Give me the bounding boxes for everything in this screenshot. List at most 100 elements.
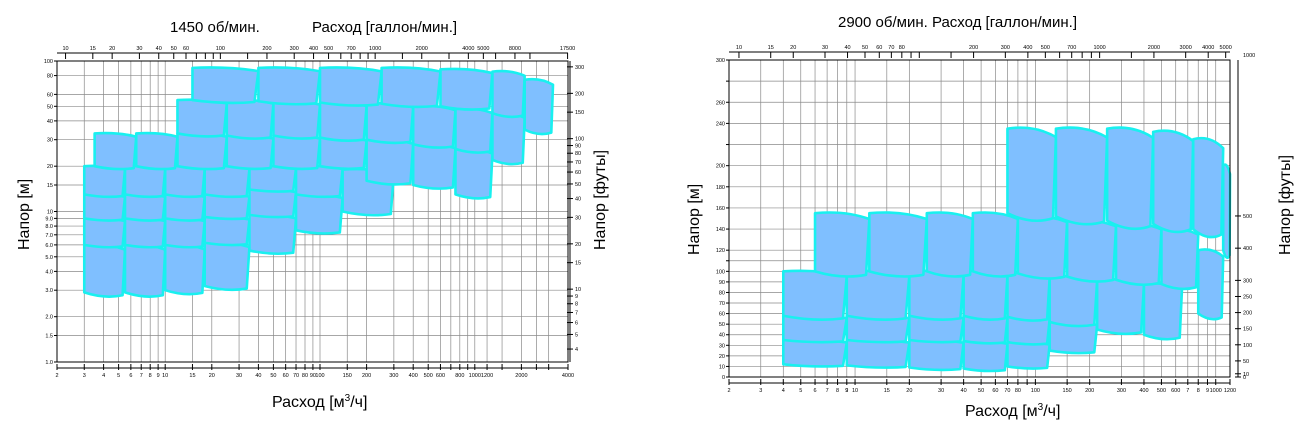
c0-toptick-label-3: 30 (136, 46, 142, 52)
c0-xtick-label-16: 80 (302, 373, 308, 379)
c1-xtick-label-6: 8 (836, 388, 839, 394)
c0-ytick-label-15: 50 (47, 104, 53, 110)
c1-xtick-label-12: 40 (961, 388, 967, 394)
c0-rtick-label-8: 20 (575, 242, 581, 248)
chart-2900-title: 2900 об/мин. Расход [галлон/мин.] (838, 14, 1077, 31)
c0-xtick-label-5: 7 (140, 373, 143, 379)
c1-rtick-label-5: 200 (1243, 311, 1252, 317)
c0-ytick-label-11: 15 (47, 183, 53, 189)
c1-rtick-label-2: 50 (1243, 359, 1249, 365)
c0-xtick-label-29: 4000 (562, 373, 574, 379)
c1-tile-19 (813, 211, 871, 278)
c0-rtick-label-2: 6 (575, 321, 578, 327)
c0-tile-40 (257, 66, 322, 106)
c0-tile-35 (365, 101, 415, 145)
c0-toptick-label-2: 20 (109, 46, 115, 52)
c1-toptick-label-17: 4000 (1202, 45, 1214, 51)
c1-xtick-label-13: 50 (978, 388, 984, 394)
chart-1450-xlabel-tail: /ч] (350, 394, 367, 411)
c1-xtick-label-27: 9 (1206, 388, 1209, 394)
c1-toptick-label-8: 80 (899, 45, 905, 51)
c0-rtick-label-6: 10 (575, 287, 581, 293)
c1-tile-25 (1114, 221, 1163, 287)
c0-ytick-label-14: 40 (47, 119, 53, 125)
c0-tile-27 (318, 135, 368, 171)
c0-toptick-label-15: 4000 (462, 46, 474, 52)
c1-tile-29 (1054, 126, 1109, 226)
c1-ytick-label-8: 80 (719, 290, 725, 296)
c0-xtick-label-12: 40 (255, 373, 261, 379)
chart-2900-xlabel-tail: /ч] (1043, 403, 1060, 420)
c0-xtick-label-21: 300 (389, 373, 398, 379)
c1-xtick-label-9: 15 (884, 388, 890, 394)
c0-tile-24 (176, 131, 229, 171)
c1-xtick-label-14: 60 (992, 388, 998, 394)
c0-ytick-label-3: 3.0 (45, 288, 53, 294)
c0-tile-4 (82, 216, 127, 249)
c1-tile-1 (845, 338, 911, 369)
c1-xtick-label-26: 8 (1197, 388, 1200, 394)
c0-xtick-label-17: 90 (310, 373, 316, 379)
c1-xtick-label-15: 70 (1004, 388, 1010, 394)
c0-tile-45 (523, 77, 555, 136)
c0-tile-17 (163, 164, 207, 199)
c0-tile-23 (134, 131, 179, 171)
c0-xtick-label-14: 60 (283, 373, 289, 379)
c1-ytick-label-16: 240 (716, 121, 725, 127)
c0-rtick-label-13: 70 (575, 160, 581, 166)
c0-tile-33 (272, 99, 322, 140)
c0-xtick-label-22: 400 (409, 373, 418, 379)
c0-tile-37 (454, 107, 494, 154)
c0-xtick-label-8: 10 (162, 373, 168, 379)
c0-tile-18 (203, 164, 251, 199)
c1-ytick-label-12: 140 (716, 227, 725, 233)
c0-toptick-label-9: 300 (290, 46, 299, 52)
c0-xtick-label-15: 70 (293, 373, 299, 379)
c1-xtick-label-10: 20 (906, 388, 912, 394)
c0-ytick-label-17: 80 (47, 74, 53, 80)
c1-tile-31 (1151, 129, 1195, 234)
c1-xtick-label-17: 9 (845, 388, 848, 394)
c1-tile-14 (962, 269, 1009, 321)
c1-rtick-label-1: 10 (1243, 372, 1249, 378)
c1-ytick-label-13: 160 (716, 206, 725, 212)
c1-xtick-label-23: 500 (1157, 388, 1166, 394)
c0-tile-32 (225, 98, 275, 140)
c0-ytick-label-4: 4.0 (45, 269, 53, 275)
c0-tile-22 (93, 131, 138, 171)
c0-tile-5 (123, 216, 167, 249)
c0-toptick-label-12: 700 (347, 46, 356, 52)
c0-xtick-label-2: 4 (102, 373, 105, 379)
c0-tile-26 (272, 133, 322, 171)
c0-tile-8 (248, 213, 298, 256)
c0-rtick-label-19: 300 (575, 65, 584, 71)
chart-1450-ticks: 2 3 4 5 6 7 8 9 10 15 20 30 40 50 60 70 80 90 100 150 200 300… (44, 46, 584, 379)
c1-xtick-label-5: 7 (826, 388, 829, 394)
chart-2900-ylabel-right: Напор [футы] (1277, 155, 1294, 255)
c1-rtick-label-8: 400 (1243, 246, 1252, 252)
c0-rtick-label-12: 60 (575, 170, 581, 176)
c1-tile-28 (1006, 126, 1058, 223)
c1-xtick-label-8: 10 (852, 388, 858, 394)
c0-tile-25 (225, 133, 275, 171)
c1-ytick-label-6: 60 (719, 312, 725, 318)
c1-xtick-label-7: 9 (845, 388, 848, 394)
c0-toptick-label-4: 40 (156, 46, 162, 52)
c1-xtick-label-11: 30 (938, 388, 944, 394)
c1-xtick-label-28: 1000 (1210, 388, 1222, 394)
c0-rtick-label-16: 100 (575, 137, 584, 143)
c0-xtick-label-18: 100 (315, 373, 324, 379)
c0-toptick-label-11: 500 (324, 46, 333, 52)
chart-2900-xlabel: Расход [м3/ч] (965, 402, 1060, 420)
c0-xtick-label-25: 800 (455, 373, 464, 379)
chart-1450-xlabel-main: Расход [м (272, 394, 345, 411)
c1-toptick-label-12: 500 (1041, 45, 1050, 51)
c0-ytick-label-6: 6.0 (45, 243, 53, 249)
c1-xtick-label-25: 7 (1186, 388, 1189, 394)
c1-tile-12 (845, 269, 911, 321)
c1-xtick-label-4: 6 (814, 388, 817, 394)
c1-tile-4 (1006, 340, 1051, 370)
c1-toptick-label-9: 200 (969, 45, 978, 51)
c0-tile-2 (163, 243, 207, 296)
chart-2900-ticks: 2 3 4 5 6 7 8 9 10 15 20 30 40 50 60 70 809 100 150 200 300 4… (716, 45, 1255, 394)
